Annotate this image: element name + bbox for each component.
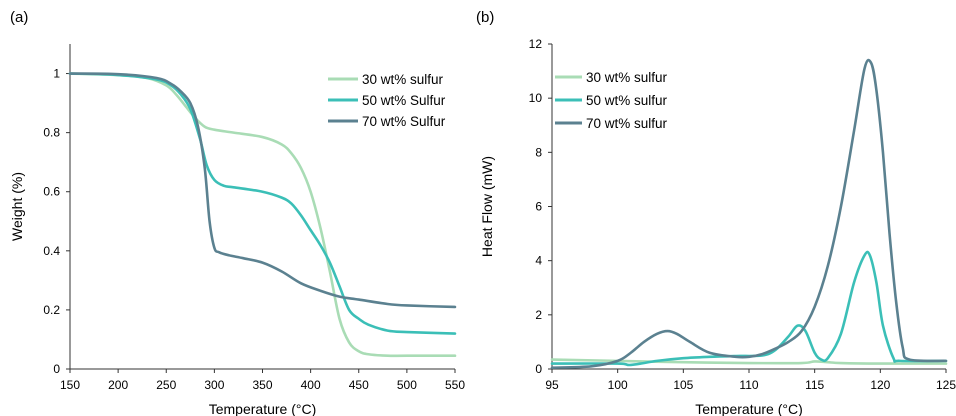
x-tick-label: 300 — [204, 378, 224, 392]
legend: 30 wt% sulfur 50 wt% sulfur 70 wt% sulfur — [555, 70, 668, 131]
series-line-2 — [68, 72, 457, 335]
x-tick-label: 550 — [445, 378, 465, 392]
x-tick-label: 350 — [252, 378, 272, 392]
legend-label: 50 wt% Sulfur — [362, 93, 446, 108]
legend-label: 70 wt% sulfur — [586, 116, 668, 131]
y-tick-label: 10 — [529, 91, 543, 105]
y-tick-label: 12 — [529, 37, 543, 51]
y-axis-title: Heat Flow (mW) — [479, 156, 495, 257]
x-axis-title: Temperature (°C) — [695, 401, 803, 416]
series-line-3 — [68, 72, 457, 309]
y-axis-title: Weight (%) — [9, 172, 25, 241]
x-tick-label: 120 — [870, 378, 890, 392]
legend-label: 70 wt% Sulfur — [362, 114, 446, 129]
x-tick-label: 500 — [397, 378, 417, 392]
y-tick-label: 8 — [535, 145, 542, 159]
y-tick-label: 0 — [53, 362, 60, 376]
x-tick-label: 400 — [301, 378, 321, 392]
x-tick-label: 250 — [156, 378, 176, 392]
x-tick-label: 100 — [608, 378, 628, 392]
legend-label: 50 wt% sulfur — [586, 93, 668, 108]
x-tick-label: 125 — [936, 378, 956, 392]
series-line-1 — [550, 358, 948, 365]
y-tick-label: 0.2 — [43, 303, 60, 317]
y-tick-label: 6 — [535, 200, 542, 214]
y-tick-label: 0 — [535, 362, 542, 376]
chart-panel-b: (b) 95 100 105 110 115 120 125 0 2 4 6 8 10 12 Temperat… — [476, 9, 956, 416]
x-tick-label: 150 — [60, 378, 80, 392]
series-line-3 — [550, 58, 948, 369]
x-tick-label: 95 — [545, 378, 559, 392]
series-line-1 — [68, 72, 457, 358]
x-tick-label: 450 — [349, 378, 369, 392]
legend: 30 wt% sulfur 50 wt% Sulfur 70 wt% Sulfur — [328, 72, 446, 129]
x-tick-label: 200 — [108, 378, 128, 392]
panel-label: (a) — [10, 9, 28, 26]
x-tick-label: 115 — [805, 378, 824, 392]
y-tick-label: 2 — [535, 308, 542, 322]
y-tick-label: 0.6 — [43, 185, 60, 199]
x-tick-label: 110 — [739, 378, 758, 392]
x-tick-label: 105 — [673, 378, 693, 392]
chart-panel-a: (a) 150 200 250 300 350 400 450 500 550 0 0.2 0.4 0.6… — [9, 9, 465, 416]
y-tick-label: 0.4 — [43, 244, 60, 258]
y-tick-label: 1 — [53, 67, 60, 81]
y-tick-label: 0.8 — [43, 126, 60, 140]
panel-label: (b) — [476, 9, 494, 26]
legend-label: 30 wt% sulfur — [586, 70, 668, 85]
x-axis-title: Temperature (°C) — [209, 401, 317, 416]
y-tick-label: 4 — [535, 254, 542, 268]
legend-label: 30 wt% sulfur — [362, 72, 444, 87]
series-line-2 — [550, 250, 948, 367]
